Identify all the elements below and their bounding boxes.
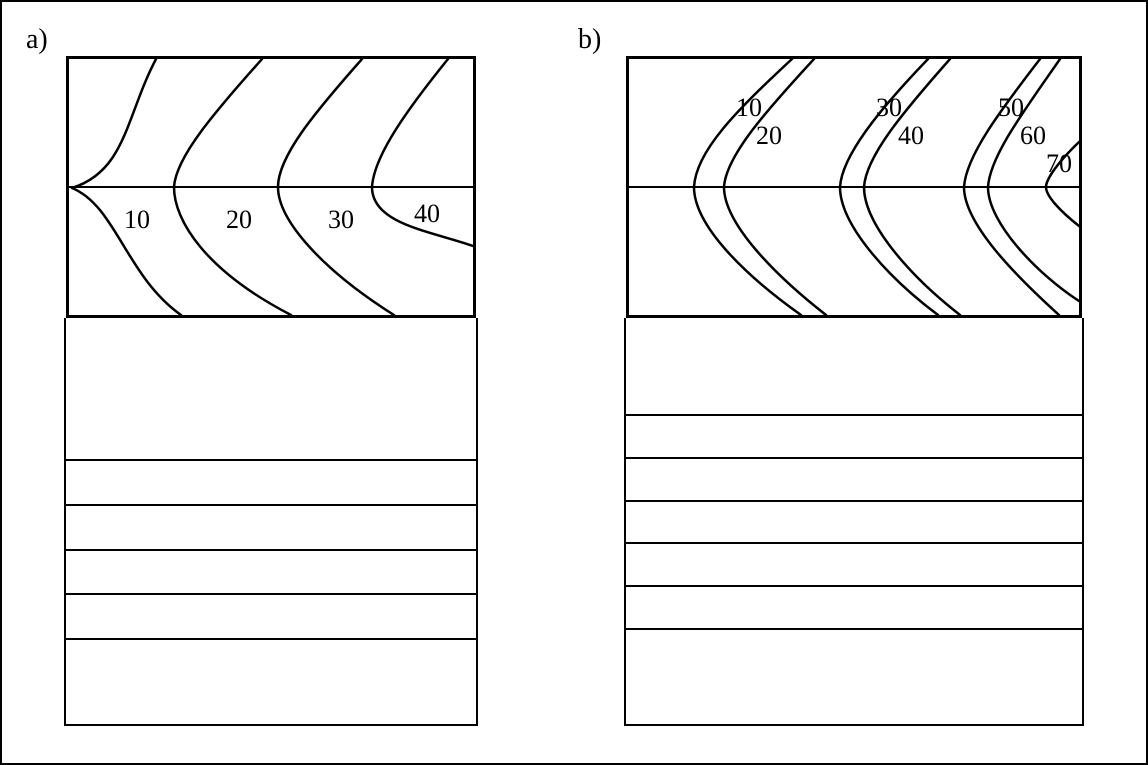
contour-label-20: 20 (756, 121, 782, 150)
contour-label-60: 60 (1020, 121, 1046, 150)
contour-label-20: 20 (226, 205, 252, 234)
table-row (626, 414, 1082, 457)
panel-a-label: a) (26, 24, 48, 56)
table-row (626, 585, 1082, 628)
table-row (66, 638, 476, 726)
table-row (66, 459, 476, 504)
table-row (66, 504, 476, 549)
table-row (626, 542, 1082, 585)
table-row (626, 457, 1082, 500)
panel-b-contour-box: 1020 3040 506070 (626, 56, 1082, 318)
contour-label-10: 10 (736, 93, 762, 122)
table-row (626, 500, 1082, 543)
contour-label-70: 70 (1046, 149, 1072, 178)
panel-a-contour-box: 10 20 30 40 (66, 56, 476, 318)
panel-a-contour-svg: 10 20 30 40 (66, 56, 476, 318)
contour-label-40: 40 (898, 121, 924, 150)
panel-b-contour-svg: 1020 3040 506070 (626, 56, 1082, 318)
table-row (66, 593, 476, 638)
contour-label-30: 30 (328, 205, 354, 234)
table-row (626, 318, 1082, 414)
contour-label-40: 40 (414, 199, 440, 228)
table-row (626, 628, 1082, 726)
contour-label-30: 30 (876, 93, 902, 122)
table-row (66, 549, 476, 594)
panel-b-table (624, 318, 1084, 726)
panel-a-table (64, 318, 478, 726)
contour-label-50: 50 (998, 93, 1024, 122)
contour-label-10: 10 (124, 205, 150, 234)
table-row (66, 318, 476, 459)
panel-b-label: b) (578, 24, 601, 56)
figure-page: a) 10203040 b) 10203040506070 (0, 0, 1148, 765)
